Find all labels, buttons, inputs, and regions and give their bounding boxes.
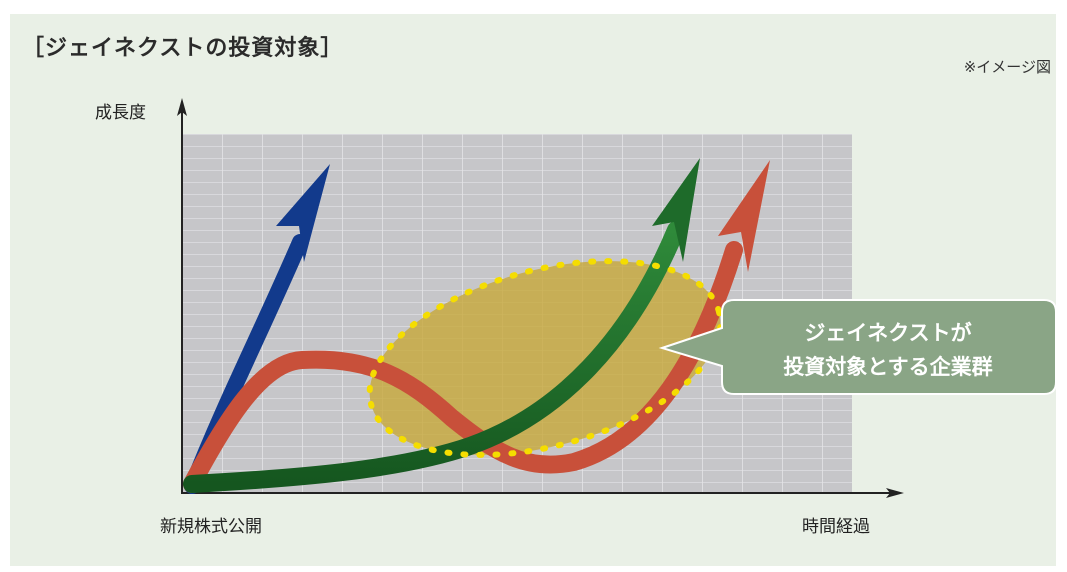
callout-line-2: 投資対象とする企業群 — [783, 355, 993, 379]
diagram-title: ［ジェイネクストの投資対象］ — [22, 36, 344, 61]
x-axis-end-label: 時間経過 — [802, 517, 870, 537]
green-arrow-icon — [183, 158, 700, 493]
x-axis — [182, 488, 904, 498]
target-region-outline — [366, 258, 724, 458]
x-axis-start-label: 新規株式公開 — [160, 517, 262, 537]
red-arrow-icon — [183, 160, 770, 493]
image-note: ※イメージ図 — [963, 58, 1051, 76]
y-axis-label: 成長度 — [95, 103, 146, 123]
callout-text: ジェイネクストが 投資対象とする企業群 — [738, 316, 1038, 384]
y-axis — [177, 98, 187, 494]
callout-bubble — [658, 299, 1057, 395]
callout-line-1: ジェイネクストが — [804, 321, 972, 345]
